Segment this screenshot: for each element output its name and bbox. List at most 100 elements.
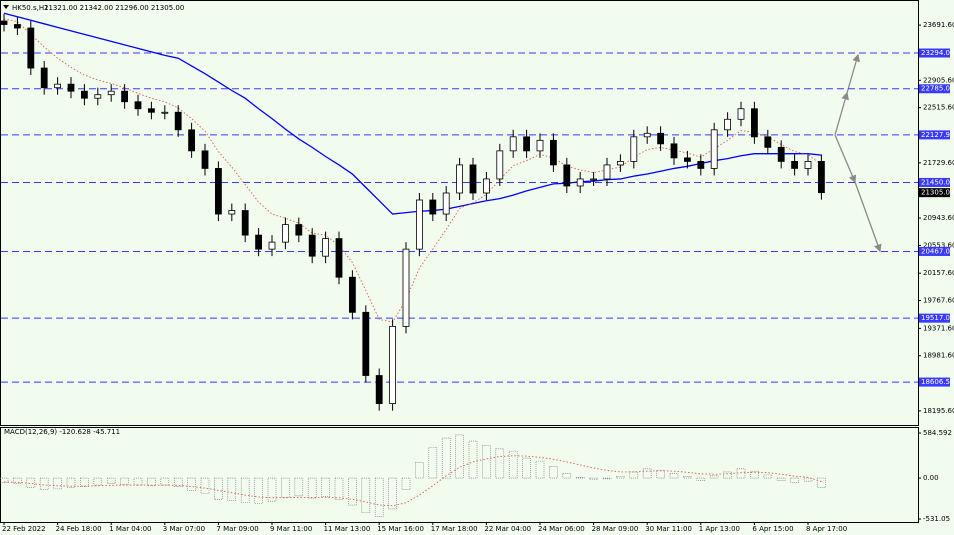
macd-bar (13, 477, 22, 484)
macd-bar (683, 476, 692, 479)
macd-frame (0, 427, 919, 523)
macd-bar (482, 445, 491, 479)
candle-body (107, 90, 115, 96)
level-label-box (919, 177, 950, 187)
macd-bar (589, 477, 598, 480)
y-tick-label: 23691.60 (923, 21, 954, 29)
forecast-arrows (834, 53, 882, 253)
candle-body (563, 164, 571, 187)
macd-bar (669, 473, 679, 479)
level-label: 23294.00 (921, 49, 954, 57)
candle-body (630, 136, 638, 162)
macd-bar (281, 477, 290, 498)
macd-bar (0, 477, 9, 484)
x-tick-label: 24 Mar 06:00 (538, 525, 585, 533)
candle-body (469, 164, 477, 194)
candle-body (295, 224, 303, 236)
x-tick-label: 9 Mar 11:00 (270, 525, 312, 533)
macd-bar (575, 477, 585, 479)
candle-body (697, 161, 705, 169)
chart-subtitle: 21321.00 21342.00 21296.00 21305.00 (44, 4, 184, 12)
candle-body (764, 136, 772, 148)
macd-bar (562, 473, 572, 479)
x-tick-label: 1 Apr 13:00 (699, 525, 740, 533)
candle-body (456, 164, 464, 194)
chart-title: HK50.s,H1 (12, 4, 49, 12)
macd-bar (401, 477, 411, 490)
macd-bar (522, 457, 531, 479)
macd-bar (173, 477, 183, 487)
macd-bar (535, 460, 545, 479)
level-label: 18606.58 (921, 378, 954, 386)
moving-average (3, 18, 822, 323)
candle-body (818, 161, 825, 194)
candle-body (777, 146, 785, 162)
macd-bar (656, 470, 665, 479)
candle-body (576, 178, 584, 187)
macd-bar (254, 477, 263, 504)
candle-body (67, 83, 75, 92)
level-label: 22127.93 (921, 131, 954, 139)
macd-bar (441, 437, 451, 479)
candle-body (710, 129, 718, 169)
macd-bar (93, 477, 103, 486)
candle-body (13, 24, 21, 29)
candle-body (147, 108, 155, 113)
candle-body (670, 143, 678, 159)
macd-bar (80, 477, 89, 487)
y-tick-label: 19371.60 (923, 324, 954, 332)
candle-body (241, 210, 249, 236)
candle-body (40, 67, 48, 89)
macd-bar (602, 477, 612, 480)
candle-body (751, 108, 758, 138)
y-tick-label: -531.05 (923, 515, 950, 523)
x-tick-label: 1 Mar 04:00 (109, 525, 151, 533)
x-tick-label: 22 Mar 04:00 (484, 525, 531, 533)
candle-body (27, 27, 35, 69)
macd-bar (549, 466, 558, 479)
macd-bar (53, 477, 62, 490)
macd-bar (790, 477, 799, 484)
candle-body (255, 234, 263, 250)
macd-bar (348, 477, 357, 506)
candle-body (228, 210, 236, 215)
candle-body (724, 118, 731, 131)
candle-body (737, 108, 745, 120)
macd-bar (763, 474, 773, 479)
candle-body (389, 325, 397, 404)
candle-body (496, 150, 504, 180)
candle-body (81, 90, 88, 99)
x-tick-label: 6 Apr 15:00 (752, 525, 793, 533)
candle-body (509, 136, 517, 152)
level-label-box (919, 84, 950, 94)
macd-bar (26, 477, 36, 488)
macd-bar (388, 477, 397, 510)
last-price-box (919, 188, 950, 198)
macd-bar (361, 477, 371, 514)
macd-bar (66, 477, 76, 488)
macd-bar (508, 450, 518, 479)
candle-body (442, 192, 450, 215)
last-price-label: 21305.00 (921, 189, 954, 197)
y-tick-label: 21729.60 (923, 159, 954, 167)
y-tick-label: 20943.60 (923, 214, 954, 222)
macd-bar (106, 477, 116, 484)
macd-bar (267, 477, 277, 502)
candle-body (161, 111, 169, 114)
arrow (834, 134, 857, 184)
macd-bar (147, 477, 156, 487)
candle-body (657, 132, 664, 145)
candle-body (415, 199, 423, 250)
y-tick-label: 22905.60 (923, 76, 954, 84)
candle-body (188, 129, 196, 152)
candle-body (402, 248, 410, 327)
candle-body (617, 161, 624, 166)
macd-bar (321, 477, 330, 497)
candle-body (121, 90, 128, 103)
candle-body (684, 157, 691, 162)
x-tick-label: 11 Mar 13:00 (324, 525, 371, 533)
macd-bar (227, 477, 237, 501)
x-tick-label: 3 Mar 07:00 (163, 525, 205, 533)
arrow (846, 53, 860, 94)
